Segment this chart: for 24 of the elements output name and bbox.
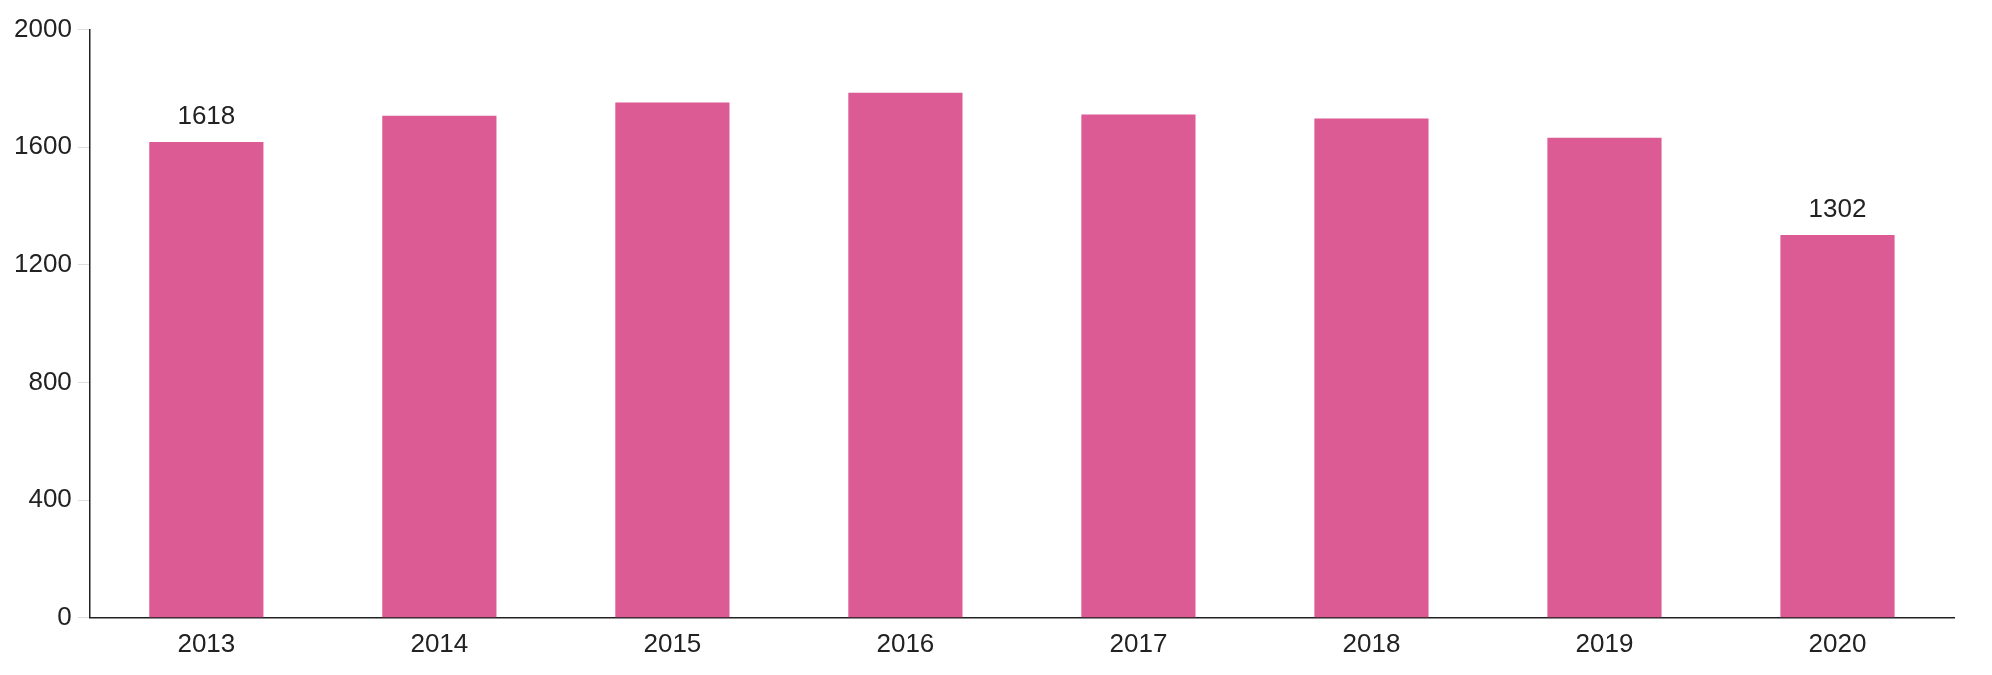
y-tick-label: 1200 [14,248,72,279]
x-tick-label: 2019 [1575,627,1634,658]
data-label: 1618 [177,100,236,131]
x-tick-label: 2020 [1808,627,1867,658]
y-tick-label: 1600 [14,130,72,161]
y-tick-label: 800 [28,365,72,396]
x-tick-label: 2015 [643,627,702,658]
bar [1314,118,1429,618]
data-label: 1302 [1808,193,1867,224]
y-tick-label: 2000 [14,12,72,43]
bar [615,102,730,618]
bar [1081,114,1196,618]
bar [1780,234,1895,618]
bar [848,92,963,618]
bar [1547,137,1662,618]
y-tick-label: 400 [28,483,72,514]
x-tick-label: 2013 [177,627,236,658]
x-tick-label: 2014 [410,627,469,658]
x-tick-label: 2016 [876,627,935,658]
x-tick-label: 2017 [1109,627,1168,658]
x-tick-label: 2018 [1342,627,1401,658]
y-tick-label: 0 [57,600,72,631]
bar [382,115,497,618]
bar [149,141,264,618]
